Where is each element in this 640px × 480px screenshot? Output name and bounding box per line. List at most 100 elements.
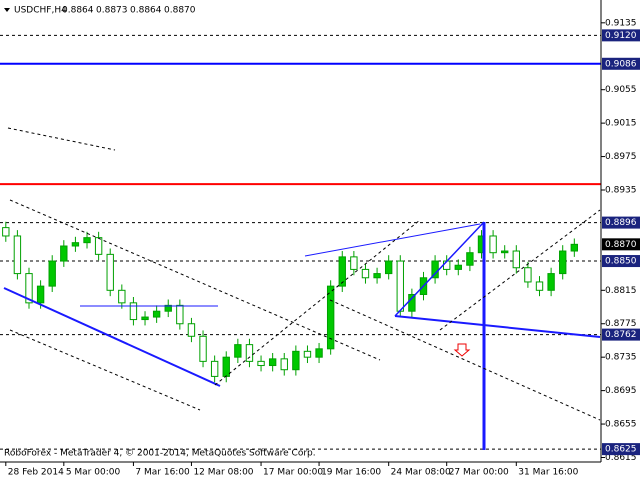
candle-body [524, 267, 532, 283]
candle-body [535, 281, 544, 291]
x-tick-label: 19 Mar 16:00 [321, 468, 381, 478]
candle-body [129, 302, 138, 321]
y-tick-label: 0.8655 [605, 420, 637, 430]
candle-body [222, 356, 230, 377]
candle-body [245, 344, 254, 362]
y-tick-label: 0.8615 [605, 453, 637, 463]
x-tick-label: 17 Mar 00:00 [263, 468, 323, 478]
candle-body [187, 323, 196, 337]
candle-body [466, 252, 474, 266]
level-label: 0.9120 [605, 31, 637, 41]
analysis-drawings [3, 127, 601, 450]
candle-body [106, 253, 114, 291]
candle-body [25, 273, 33, 304]
candle-body [338, 256, 346, 287]
down-arrow-icon [453, 343, 471, 357]
candle-body [199, 335, 207, 362]
level-label-box [602, 238, 640, 251]
header-value: 0.8864 [62, 6, 94, 16]
candle-body [326, 285, 335, 350]
level-label-box [602, 29, 640, 42]
channel-line [214, 219, 421, 386]
level-label-box [602, 57, 640, 70]
candle-body [83, 237, 91, 244]
x-tick-label: 5 Mar 00:00 [66, 468, 121, 478]
level-label: 0.8762 [605, 330, 637, 340]
footer-text: RoboForex - MetaTrader 4, © 2001-2014, M… [4, 449, 316, 459]
candle-body [60, 245, 68, 262]
x-tick-label: 7 Mar 16:00 [135, 468, 190, 478]
trend-line [394, 315, 601, 338]
x-tick-label: 24 Mar 08:00 [391, 468, 451, 478]
candle-body [118, 289, 126, 304]
candle-body [361, 268, 370, 279]
candle-body [315, 348, 323, 358]
symbol-title: USDCHF,H4 [14, 6, 67, 16]
y-tick-label: 0.8775 [605, 319, 637, 329]
y-tick-label: 0.8935 [605, 185, 637, 195]
candle-body [13, 235, 22, 275]
candle-body [257, 360, 265, 367]
level-label-box [602, 328, 640, 341]
level-label: 0.8896 [605, 218, 637, 228]
channel-line [9, 329, 201, 411]
candle-body [71, 242, 80, 247]
candle-body [141, 316, 149, 321]
y-tick-label: 0.9055 [605, 85, 637, 95]
level-label: 0.8625 [605, 445, 637, 455]
x-tick-label: 27 Mar 00:00 [449, 468, 509, 478]
level-label: 0.8850 [605, 257, 637, 267]
dropdown-icon[interactable] [4, 8, 10, 12]
header-values: 0.8864 0.8873 0.8864 0.8870 [62, 6, 196, 16]
y-tick-label: 0.8975 [605, 152, 637, 162]
candle-body [489, 235, 497, 254]
y-tick-label: 0.8695 [605, 386, 637, 396]
candle-body [164, 304, 172, 312]
candle-body [303, 350, 312, 358]
candle-body [501, 250, 509, 254]
header-value: 0.8873 [96, 6, 128, 16]
y-tick-label: 0.8815 [605, 286, 637, 296]
candle-body [512, 250, 520, 269]
trend-line [304, 223, 481, 257]
y-tick-label: 0.8735 [605, 353, 637, 363]
level-label-box [602, 255, 640, 268]
candle-body [547, 273, 555, 291]
y-tick-label: 0.9135 [605, 18, 637, 28]
candle-body [396, 260, 404, 312]
candle-body [408, 293, 416, 312]
candle-body [559, 250, 567, 275]
candle-body [234, 344, 242, 358]
channel-line [7, 127, 116, 151]
candle-body [152, 310, 161, 318]
candle-body [210, 360, 219, 377]
plot-layer [0, 34, 601, 450]
header-value: 0.8864 [130, 6, 162, 16]
channel-line [9, 199, 381, 361]
level-label: 0.9086 [605, 59, 637, 69]
candle-body [94, 237, 103, 255]
trend-line [3, 287, 221, 387]
candle-body [280, 358, 288, 371]
candle-body [570, 243, 579, 252]
candle-body [454, 264, 462, 270]
channel-line [329, 299, 601, 421]
level-label-box [602, 216, 640, 229]
candle-body [268, 358, 277, 367]
candle-body [2, 227, 10, 237]
trend-line [394, 221, 485, 317]
candle-body [292, 350, 300, 371]
x-tick-label: 31 Mar 16:00 [518, 468, 578, 478]
x-tick-label: 12 Mar 08:00 [193, 468, 253, 478]
candle-body [36, 285, 45, 304]
candle-body [373, 273, 381, 279]
y-tick-label: 0.9015 [605, 119, 637, 129]
candle-body [176, 304, 184, 325]
candle-body [384, 260, 393, 275]
header-value: 0.8870 [164, 6, 196, 16]
level-label-box [602, 443, 640, 456]
candle-body [48, 260, 56, 287]
level-label: 0.8870 [605, 240, 637, 250]
